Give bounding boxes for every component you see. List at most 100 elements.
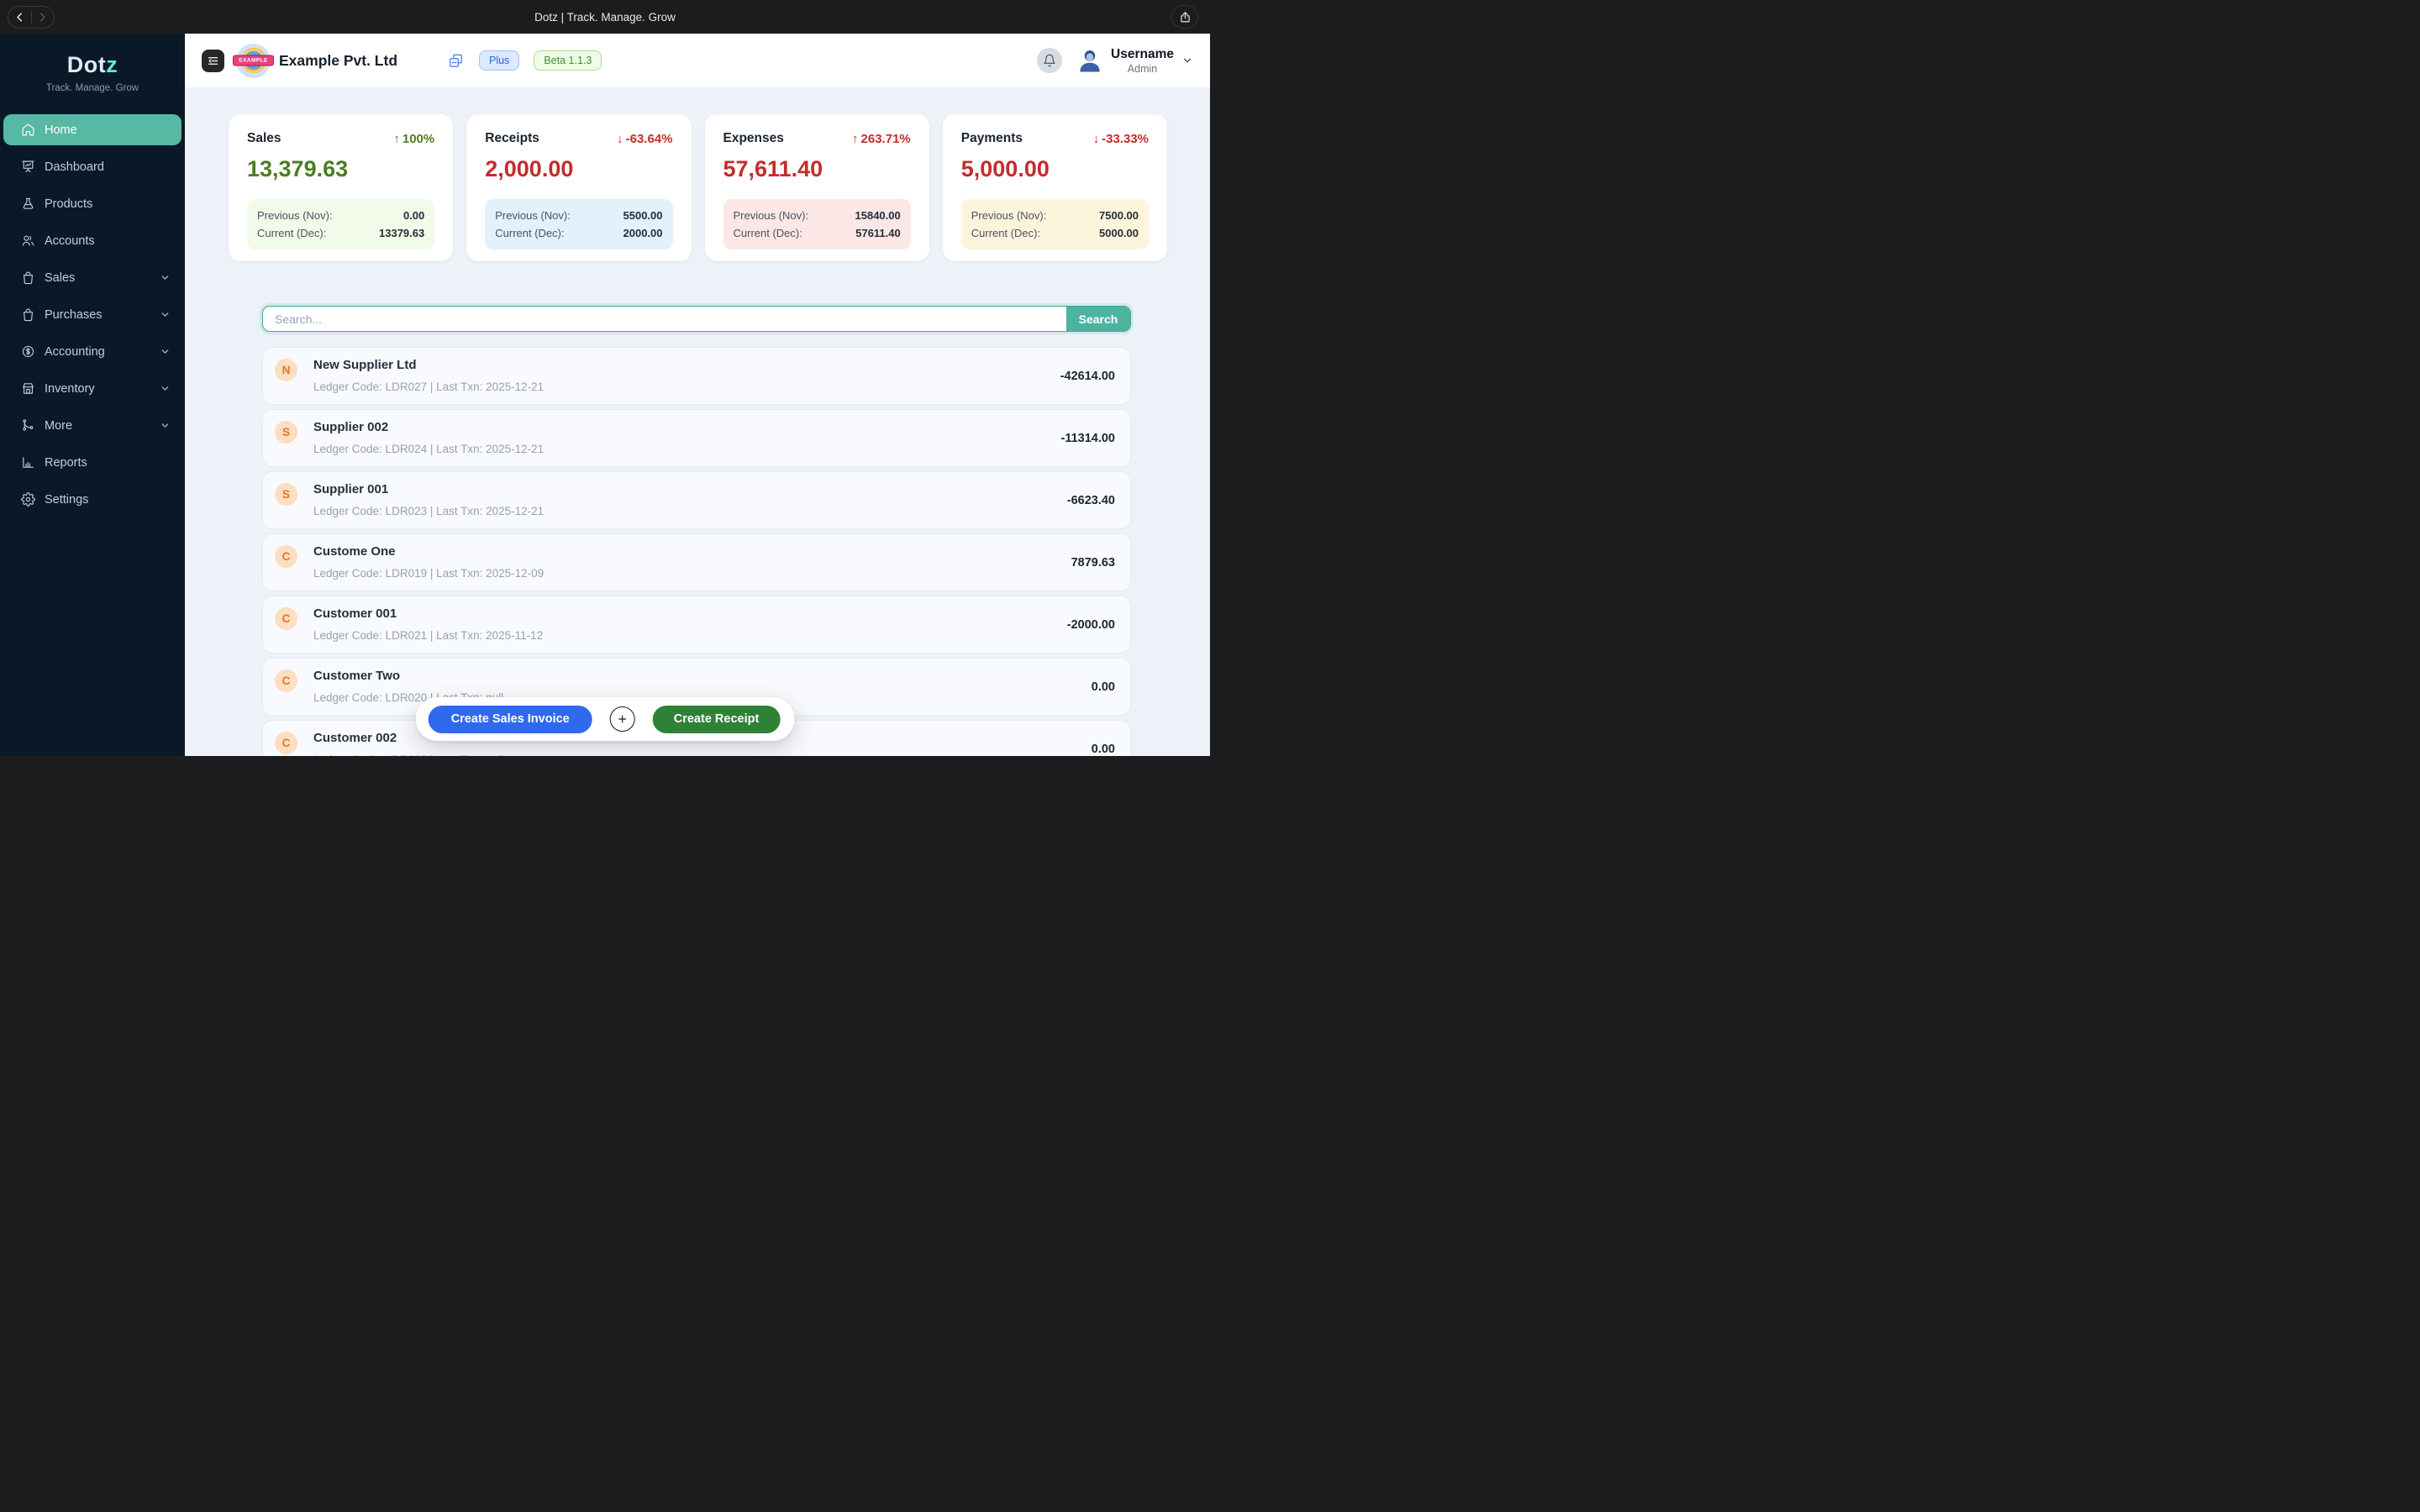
logo-ribbon: EXAMPLE — [233, 55, 274, 66]
sidebar-nav: Home Dashboard Products Accounts Sales — [0, 114, 185, 515]
sidebar-item-reports[interactable]: Reports — [3, 447, 182, 478]
current-label: Current (Dec): — [257, 227, 327, 240]
previous-label: Previous (Nov): — [971, 209, 1047, 222]
stat-percent-value: 100% — [402, 131, 435, 146]
sidebar-item-label: Settings — [45, 492, 89, 507]
add-button[interactable] — [609, 706, 635, 732]
sidebar-item-sales[interactable]: Sales — [3, 262, 182, 293]
history-nav — [8, 5, 55, 29]
notifications-button[interactable] — [1037, 48, 1063, 73]
sidebar-item-settings[interactable]: Settings — [3, 484, 182, 515]
shopping-bag-icon — [23, 308, 34, 322]
share-icon — [1180, 11, 1190, 22]
sidebar: Dotz Track. Manage. Grow Home Dashboard … — [0, 34, 185, 756]
ledger-avatar: C — [275, 732, 297, 754]
current-value: 2000.00 — [623, 227, 663, 240]
chevron-down-icon — [161, 423, 169, 428]
ledger-name: Custome One — [313, 544, 396, 559]
stat-card-expenses: Expenses ↑ 263.71% 57,611.40 Previous (No… — [704, 114, 929, 261]
search-button[interactable]: Search — [1066, 307, 1130, 331]
ledger-details: Ledger Code: LDR024 | Last Txn: 2025-12-… — [313, 443, 544, 455]
stat-comparison-box: Previous (Nov): 0.00 Current (Dec): 13379.… — [247, 199, 435, 250]
chevron-right-icon — [40, 12, 45, 22]
create-sales-invoice-button[interactable]: Create Sales Invoice — [428, 705, 592, 733]
stat-comparison-box: Previous (Nov): 5500.00 Current (Dec): 200… — [485, 199, 673, 250]
stat-card-payments: Payments ↓ -33.33% 5,000.00 Previous (Nov… — [942, 114, 1167, 261]
chevron-down-icon — [161, 276, 169, 280]
stat-percent: ↓ -33.33% — [1093, 132, 1149, 146]
brand-accent: z — [106, 52, 118, 77]
quick-actions-bar: Create Sales Invoice Create Receipt — [415, 697, 795, 741]
stat-value: 57,611.40 — [723, 156, 823, 181]
dashboard-icon — [22, 160, 34, 173]
sidebar-item-inventory[interactable]: Inventory — [3, 373, 182, 404]
sidebar-item-label: More — [45, 418, 73, 433]
sidebar-item-accounting[interactable]: Accounting — [3, 336, 182, 367]
stat-percent-value: -33.33% — [1102, 131, 1149, 146]
stat-title: Sales — [247, 131, 281, 145]
collapse-menu-icon — [208, 56, 218, 65]
user-avatar[interactable] — [1076, 47, 1103, 74]
user-menu[interactable]: Username Admin — [1111, 47, 1174, 75]
ledger-balance: -42614.00 — [1060, 369, 1115, 383]
chevron-down-icon — [161, 386, 169, 391]
create-receipt-button[interactable]: Create Receipt — [652, 705, 781, 733]
sidebar-item-label: Products — [45, 197, 93, 211]
current-value: 57611.40 — [855, 227, 901, 240]
nav-divider — [30, 10, 32, 24]
brand-logo: Dotz — [0, 52, 185, 78]
current-label: Current (Dec): — [733, 227, 802, 240]
window-title: Dotz | Track. Manage. Grow — [534, 10, 676, 24]
chevron-left-icon — [17, 12, 22, 22]
company-name: Example Pvt. Ltd — [279, 51, 398, 69]
users-icon — [22, 235, 34, 246]
ledger-avatar: C — [275, 545, 297, 568]
trend-up-icon: ↑ — [393, 131, 400, 146]
chevron-down-icon — [1183, 58, 1192, 63]
copy-button[interactable] — [448, 53, 464, 69]
previous-label: Previous (Nov): — [257, 209, 333, 222]
back-button[interactable] — [13, 11, 26, 24]
stat-value: 2,000.00 — [485, 156, 574, 181]
stat-comparison-box: Previous (Nov): 7500.00 Current (Dec): 500… — [960, 199, 1149, 250]
forward-button[interactable] — [36, 11, 49, 24]
titlebar: Dotz | Track. Manage. Grow — [0, 0, 1210, 34]
bell-icon — [1044, 54, 1055, 67]
stat-cards: Sales ↑ 100% 13,379.63 Previous (Nov): 0.0… — [185, 114, 1210, 261]
share-button[interactable] — [1171, 5, 1198, 29]
ledger-row[interactable]: S Supplier 001 Ledger Code: LDR023 | Las… — [262, 471, 1131, 529]
ledger-row[interactable]: S Supplier 002 Ledger Code: LDR024 | Las… — [262, 409, 1131, 467]
brand-tagline: Track. Manage. Grow — [45, 83, 139, 93]
trend-up-icon: ↑ — [852, 131, 859, 146]
sidebar-item-home[interactable]: Home — [3, 114, 182, 145]
ledger-row[interactable]: N New Supplier Ltd Ledger Code: LDR027 |… — [262, 347, 1131, 405]
username: Username — [1111, 46, 1174, 61]
sidebar-item-more[interactable]: More — [3, 410, 182, 441]
previous-label: Previous (Nov): — [495, 209, 571, 222]
sidebar-item-label: Sales — [45, 270, 76, 285]
current-value: 5000.00 — [1099, 227, 1139, 240]
ledger-avatar: S — [275, 483, 297, 506]
plan-badge[interactable]: Plus — [479, 50, 520, 71]
trend-down-icon: ↓ — [617, 131, 623, 146]
ledger-row[interactable]: C Custome One Ledger Code: LDR019 | Last… — [262, 533, 1131, 591]
sidebar-item-purchases[interactable]: Purchases — [3, 299, 182, 330]
dollar-circle-icon — [22, 345, 34, 358]
current-value: 13379.63 — [379, 227, 425, 240]
stat-title: Payments — [960, 131, 1023, 145]
sidebar-item-label: Accounts — [45, 234, 95, 248]
user-menu-chevron[interactable] — [1181, 55, 1193, 66]
ledger-avatar: N — [275, 359, 297, 381]
sidebar-toggle-button[interactable] — [202, 49, 224, 72]
search-input[interactable] — [263, 307, 1066, 331]
sidebar-item-dashboard[interactable]: Dashboard — [3, 151, 182, 182]
ledger-details: Ledger Code: LDR019 | Last Txn: 2025-12-… — [313, 567, 544, 580]
sidebar-item-products[interactable]: Products — [3, 188, 182, 219]
sidebar-item-accounts[interactable]: Accounts — [3, 225, 182, 256]
stat-percent-value: 263.71% — [860, 131, 911, 146]
stat-title: Expenses — [723, 131, 784, 145]
ledger-name: Supplier 002 — [313, 420, 389, 434]
version-badge: Beta 1.1.3 — [534, 50, 602, 71]
ledger-row[interactable]: C Customer 001 Ledger Code: LDR021 | Las… — [262, 596, 1131, 654]
sidebar-item-label: Accounting — [45, 344, 105, 359]
